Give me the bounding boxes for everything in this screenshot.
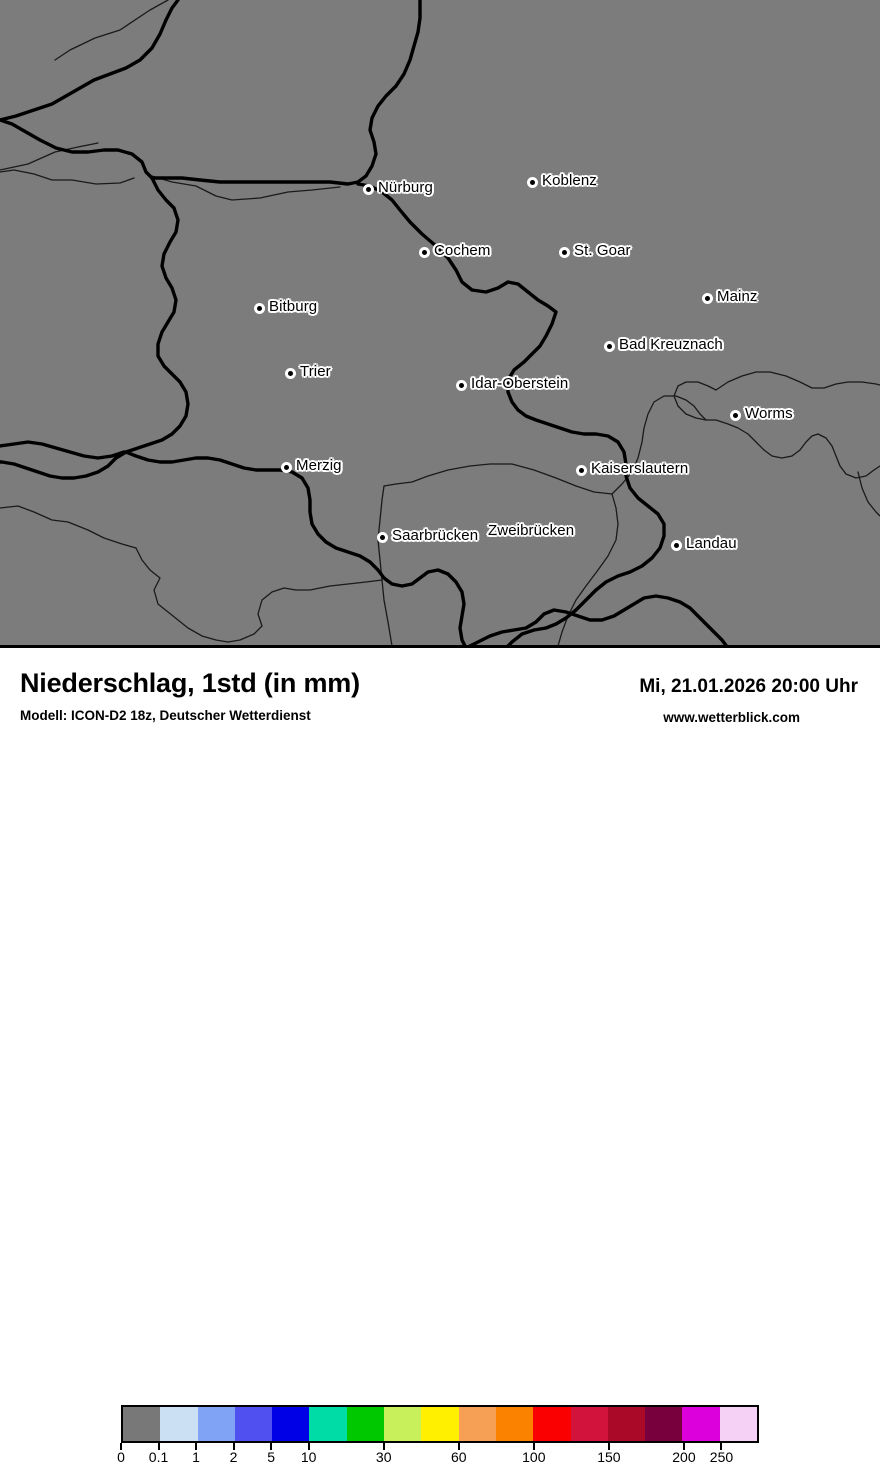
- colorbar-tick-label: 150: [597, 1449, 621, 1465]
- weather-map[interactable]: Nürburg Koblenz Cochem St. Goar Bitburg Mainz…: [0, 0, 880, 648]
- city-label: Koblenz: [542, 172, 597, 189]
- colorbar-segment: [421, 1407, 459, 1441]
- city-dot-icon: [284, 367, 296, 379]
- colorbar-segment: [160, 1407, 198, 1441]
- colorbar-tick-label: 2: [229, 1449, 238, 1465]
- colorbar-tick-label: 250: [709, 1449, 734, 1465]
- city-label: Cochem: [434, 242, 491, 259]
- colorbar-segment: [234, 1407, 273, 1441]
- city-label: Worms: [745, 405, 793, 422]
- map-borders-layer: [0, 0, 880, 645]
- colorbar-segment: [533, 1407, 571, 1441]
- city-dot-icon: [558, 246, 570, 258]
- colorbar-tick-label: 1: [192, 1449, 200, 1465]
- colorbar-segment: [197, 1407, 235, 1441]
- colorbar-tick-label: 30: [375, 1449, 392, 1465]
- city-dot-icon: [253, 302, 265, 314]
- city-dot-icon: [376, 531, 388, 543]
- colorbar-segment: [495, 1407, 534, 1441]
- city-label: Idar-Oberstein: [471, 375, 569, 392]
- city-label: Landau: [686, 535, 737, 552]
- district-borders: [0, 0, 880, 645]
- valid-time-label: Mi, 21.01.2026 20:00 Uhr: [639, 676, 858, 697]
- city-label: Bitburg: [269, 298, 318, 315]
- city-dot-icon: [280, 461, 292, 473]
- page-title: Niederschlag, 1std (in mm): [20, 668, 360, 698]
- city-dot-icon: [526, 176, 538, 188]
- colorbar-segment: [607, 1407, 646, 1441]
- colorbar-segment: [309, 1407, 347, 1441]
- city-dot-icon: [701, 292, 713, 304]
- colorbar-tick-label: 100: [522, 1449, 546, 1465]
- city-label: Nürburg: [378, 179, 433, 196]
- city-dot-icon: [603, 340, 615, 352]
- city-dot-icon: [418, 246, 430, 258]
- city-dot-icon: [729, 409, 741, 421]
- colorbar-tick-label: 5: [267, 1449, 276, 1465]
- precipitation-colorbar[interactable]: 0 0.1 1 2 5 10 30 60 100 150 200 250: [117, 1405, 759, 1465]
- colorbar-segment: [682, 1407, 720, 1441]
- colorbar-segment: [719, 1407, 758, 1441]
- city-dot-icon: [670, 539, 682, 551]
- state-borders: [0, 0, 728, 645]
- city-label: St. Goar: [574, 242, 631, 259]
- colorbar-segment: [458, 1407, 496, 1441]
- city-label: Saarbrücken: [392, 527, 479, 544]
- city-dot-icon: [575, 464, 587, 476]
- colorbar-tick-label: 200: [672, 1449, 696, 1465]
- colorbar-segment: [570, 1407, 608, 1441]
- colorbar-segment: [346, 1407, 385, 1441]
- model-subtitle: Modell: ICON-D2 18z, Deutscher Wetterdie…: [20, 708, 311, 723]
- city-label: Bad Kreuznach: [619, 336, 723, 353]
- colorbar-tick-label: 60: [450, 1449, 467, 1465]
- city-dot-icon: [362, 183, 374, 195]
- city-label: Zweibrücken: [488, 522, 575, 539]
- colorbar-gradient: [121, 1405, 759, 1443]
- colorbar-segment: [272, 1407, 310, 1441]
- colorbar-segment: [384, 1407, 422, 1441]
- map-footer: Niederschlag, 1std (in mm) Modell: ICON-…: [0, 648, 880, 1465]
- colorbar-tick-label: 10: [300, 1449, 317, 1465]
- site-url-label: www.wetterblick.com: [663, 710, 800, 725]
- colorbar-segment: [645, 1407, 683, 1441]
- colorbar-tick-labels: 0 0.1 1 2 5 10 30 60 100 150 200 250: [117, 1449, 759, 1471]
- colorbar-segment: [123, 1407, 161, 1441]
- city-label: Trier: [300, 363, 331, 380]
- city-label: Merzig: [296, 457, 342, 474]
- city-label: Mainz: [717, 288, 758, 305]
- city-label: Kaiserslautern: [591, 460, 689, 477]
- colorbar-tick-label: 0: [117, 1449, 125, 1465]
- city-dot-icon: [455, 379, 467, 391]
- colorbar-tick-label: 0.1: [148, 1449, 169, 1465]
